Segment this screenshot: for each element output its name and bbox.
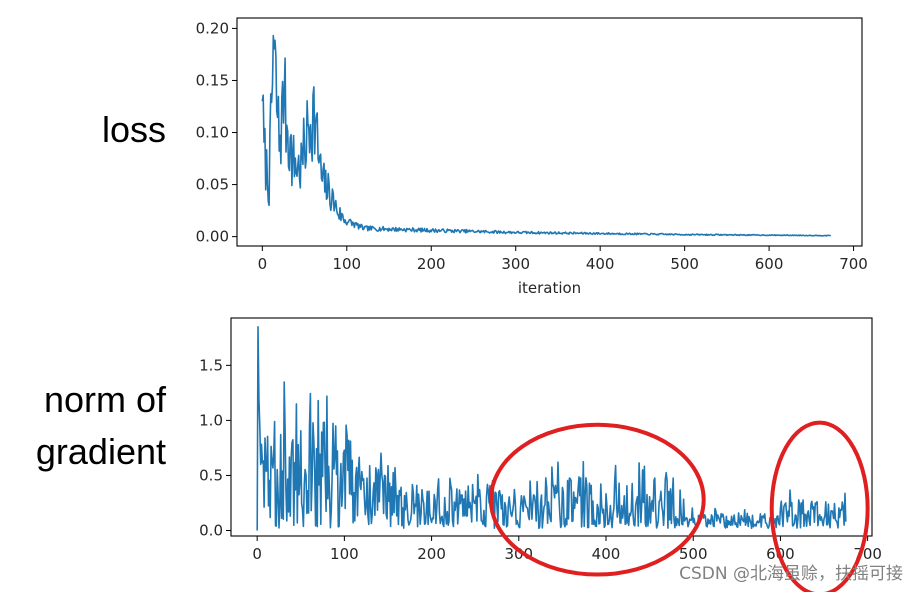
y-tick-label: 1.0	[199, 411, 223, 429]
x-tick-label: 300	[504, 545, 533, 563]
x-tick-label: 500	[670, 255, 699, 273]
plot-frame	[236, 17, 863, 247]
loss-label: loss	[101, 109, 166, 150]
loss-series-line	[261, 34, 831, 237]
x-tick-label: 0	[258, 255, 268, 273]
x-tick-label: 100	[330, 545, 359, 563]
y-tick-label: 0.15	[196, 71, 229, 89]
y-tick-label: 0.5	[199, 466, 223, 484]
x-tick-label: 400	[592, 545, 621, 563]
x-tick-label: 0	[252, 545, 262, 563]
red-highlight-ellipse-1	[488, 422, 706, 577]
x-tick-label: 500	[679, 545, 708, 563]
y-tick-label: 0.0	[199, 521, 223, 539]
x-tick-label: 400	[586, 255, 615, 273]
y-tick-label: 0.20	[196, 19, 229, 37]
gradient-norm-series-line	[256, 326, 847, 531]
x-tick-label: 300	[501, 255, 530, 273]
x-tick-label: 200	[417, 255, 446, 273]
y-tick-label: 0.00	[196, 228, 229, 246]
x-tick-label: 600	[755, 255, 784, 273]
watermark-text: CSDN @北海虽赊，扶摇可接	[679, 564, 903, 584]
gradient-norm-label-line2: gradient	[35, 431, 166, 472]
x-axis-label: iteration	[518, 279, 581, 297]
x-tick-label: 200	[417, 545, 446, 563]
red-highlight-ellipse-2	[769, 420, 870, 592]
y-tick-label: 0.10	[196, 124, 229, 142]
chart-loss: 0 100 200 300 400 500 600 700 0.00 0.05 0.10 0.15 0.…	[196, 17, 868, 297]
y-tick-label: 0.05	[196, 176, 229, 194]
plot-frame	[230, 317, 873, 537]
gradient-norm-label: norm of gradient	[6, 374, 166, 478]
x-tick-label: 100	[332, 255, 361, 273]
gradient-norm-label-line1: norm of	[43, 379, 166, 420]
y-tick-label: 1.5	[199, 356, 223, 374]
x-tick-label: 700	[839, 255, 868, 273]
